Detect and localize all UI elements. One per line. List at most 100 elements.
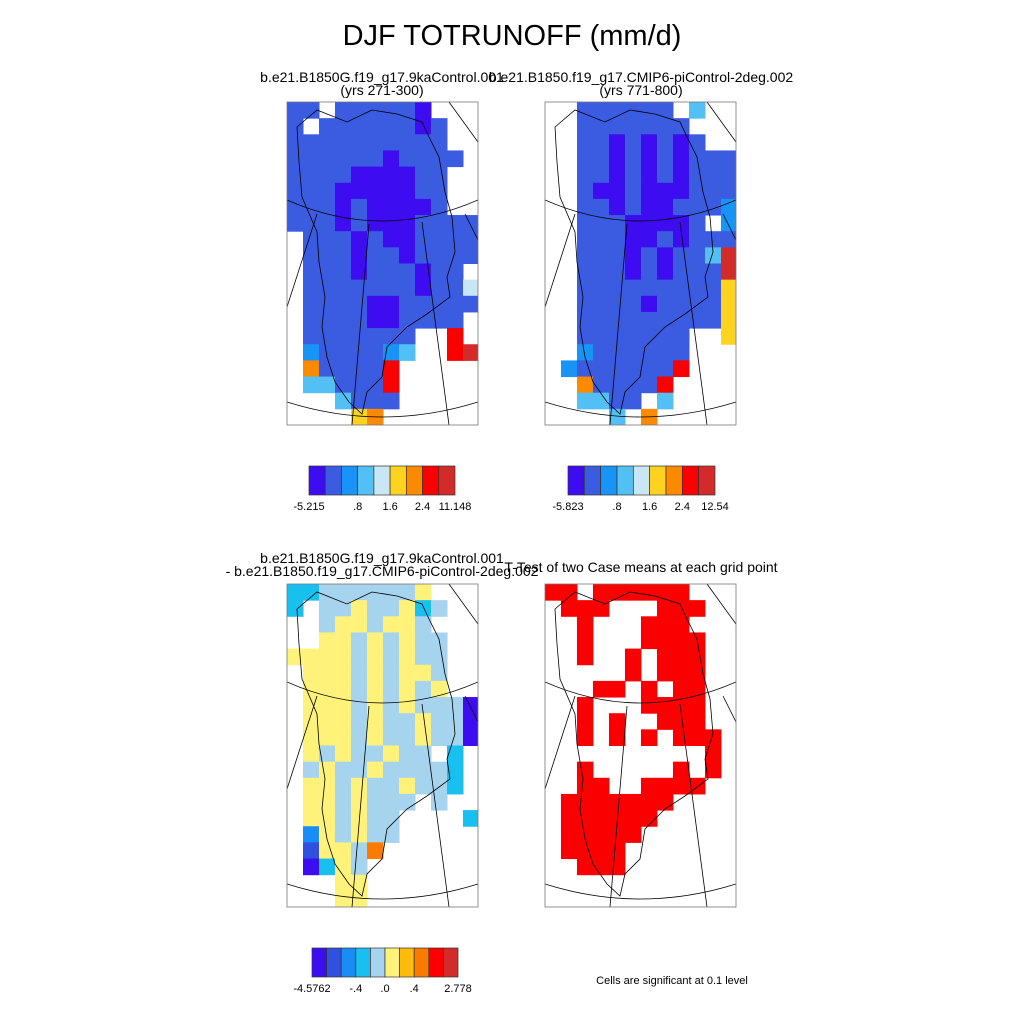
grid-cell <box>721 279 736 297</box>
grid-cell <box>689 311 706 329</box>
grid-cell <box>399 745 416 763</box>
grid-cell <box>609 826 626 843</box>
grid-cell <box>625 263 642 281</box>
grid-cell <box>673 584 690 601</box>
grid-cell <box>319 215 336 232</box>
grid-cell <box>625 648 642 666</box>
grid-cell <box>399 761 416 779</box>
colorbar-box <box>324 465 342 496</box>
colorbar-label: .0 <box>380 983 390 995</box>
longitude-line <box>679 703 708 907</box>
grid-cell <box>431 182 448 200</box>
grid-cell <box>335 376 352 394</box>
grid-cell <box>399 263 416 281</box>
grid-cell <box>657 279 674 297</box>
grid-cell <box>577 777 594 795</box>
grid-cell <box>463 344 478 361</box>
grid-cell <box>367 134 384 151</box>
grid-cell <box>383 102 400 119</box>
grid-cell <box>383 777 400 795</box>
grid-cell <box>721 263 736 281</box>
colorbar-box <box>341 465 359 496</box>
colorbar-label: 12.54 <box>701 501 729 513</box>
colorbar-box <box>326 947 342 978</box>
grid-cell <box>609 376 626 394</box>
grid-cell <box>593 118 610 135</box>
grid-cell <box>673 328 690 345</box>
colorbar-box <box>370 947 386 978</box>
grid-cell <box>657 198 674 216</box>
grid-cell <box>383 118 400 135</box>
grid-cell <box>319 166 336 184</box>
grid-cell <box>383 150 400 168</box>
grid-cell <box>447 761 464 779</box>
grid-cell <box>351 198 368 216</box>
grid-cell <box>303 648 320 666</box>
grid-cell <box>593 102 610 119</box>
longitude-line <box>545 695 576 790</box>
grid-cell <box>287 166 304 184</box>
grid-cell <box>609 713 626 730</box>
grid-cell <box>319 680 336 698</box>
grid-cell <box>689 680 706 698</box>
grid-cell <box>673 215 690 232</box>
grid-cell <box>351 777 368 795</box>
grid-cell <box>577 215 594 232</box>
grid-cell <box>609 680 626 698</box>
colorbar-box <box>681 465 700 496</box>
colorbar-box <box>311 947 327 978</box>
grid-cell <box>367 311 384 329</box>
grid-cell <box>367 392 384 410</box>
grid-cell <box>447 247 464 264</box>
grid-cell <box>561 842 578 860</box>
colorbar-box <box>698 465 716 496</box>
grid-cell <box>657 344 674 361</box>
grid-cell <box>415 697 432 714</box>
grid-cell <box>319 247 336 264</box>
grid-cell <box>415 166 432 184</box>
grid-cell <box>673 134 690 151</box>
grid-cell <box>593 328 610 345</box>
grid-cell <box>625 793 642 811</box>
grid-cell <box>335 697 352 714</box>
grid-cell <box>593 793 610 811</box>
grid-cell <box>447 263 464 281</box>
grid-cell <box>641 793 658 811</box>
grid-cell <box>367 118 384 135</box>
grid-cell <box>367 150 384 168</box>
colorbar-box <box>340 947 357 978</box>
grid-cell <box>673 600 690 617</box>
grid-cell <box>335 150 352 168</box>
colorbar-box <box>567 465 585 496</box>
grid-cell <box>641 729 658 746</box>
grid-cell <box>447 215 464 232</box>
grid-cell <box>625 150 642 168</box>
grid-cell <box>367 247 384 264</box>
grid-cell <box>431 761 448 779</box>
grid-cell <box>335 328 352 345</box>
grid-cell <box>335 793 352 811</box>
grid-cell <box>287 150 304 168</box>
grid-cell <box>399 102 416 119</box>
grid-cell <box>383 632 400 650</box>
grid-cell <box>303 134 320 151</box>
colorbar-box <box>600 465 618 496</box>
longitude-line <box>448 584 478 625</box>
grid-cell <box>447 713 464 730</box>
grid-cell <box>625 810 642 827</box>
grid-cell <box>367 376 384 394</box>
grid-cells <box>287 584 478 907</box>
grid-cell <box>561 360 578 378</box>
grid-cell <box>415 247 432 264</box>
grid-cell <box>287 118 304 135</box>
grid-cell <box>577 376 594 394</box>
grid-cell <box>657 311 674 329</box>
grid-cell <box>383 648 400 666</box>
grid-cell <box>641 215 658 232</box>
grid-cell <box>657 150 674 168</box>
grid-cell <box>577 150 594 168</box>
grid-cell <box>609 134 626 151</box>
grid-cell <box>577 166 594 184</box>
grid-cell <box>431 793 448 811</box>
latitude-line <box>545 883 736 900</box>
